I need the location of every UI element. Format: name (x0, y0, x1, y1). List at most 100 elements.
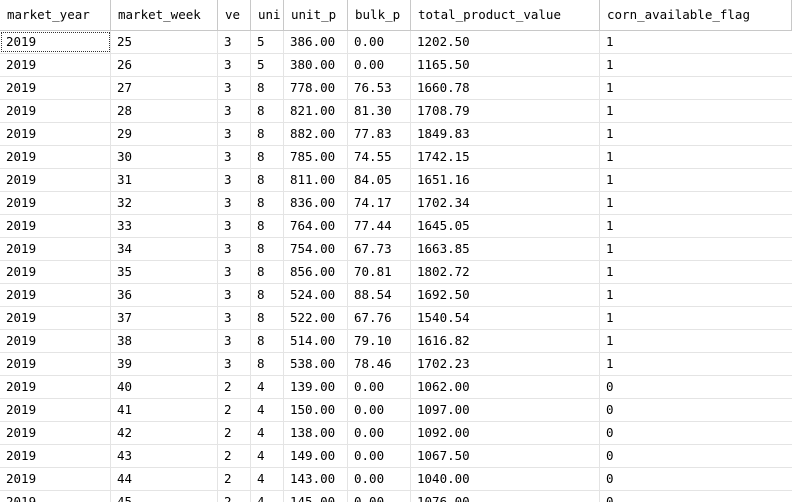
table-row[interactable]: 2019 44 2 4 143.00 0.00 1040.00 0 (0, 468, 792, 491)
cell-total-product-value[interactable]: 1663.85 (411, 238, 600, 260)
cell-total-product-value[interactable]: 1040.00 (411, 468, 600, 490)
cell-total-product-value[interactable]: 1645.05 (411, 215, 600, 237)
cell-bulk-weight[interactable]: 70.81 (348, 261, 411, 283)
cell-corn-available-flag[interactable]: 0 (606, 448, 614, 463)
cell-unit-count[interactable]: 8 (251, 238, 284, 260)
cell-market-week[interactable]: 29 (111, 123, 218, 145)
cell-market-week[interactable]: 43 (111, 445, 218, 467)
cell-unit-count[interactable]: 8 (251, 215, 284, 237)
table-row[interactable]: 2019 37 3 8 522.00 67.76 1540.54 1 (0, 307, 792, 330)
cell-unit-price[interactable]: 882.00 (284, 123, 348, 145)
cell-corn-available-flag[interactable]: 1 (606, 310, 614, 325)
cell-bulk-weight[interactable]: 79.10 (348, 330, 411, 352)
cell-unit-count[interactable]: 5 (251, 54, 284, 76)
cell-market-year[interactable]: 2019 (0, 238, 111, 260)
cell-unit-price[interactable]: 386.00 (284, 31, 348, 53)
cell-unit-price[interactable]: 149.00 (284, 445, 348, 467)
cell-bulk-weight[interactable]: 74.55 (348, 146, 411, 168)
cell-unit-count[interactable]: 8 (251, 353, 284, 375)
cell-bulk-weight[interactable]: 81.30 (348, 100, 411, 122)
column-header-corn-available-flag[interactable]: corn_available_flag (600, 0, 792, 30)
cell-total-product-value[interactable]: 1802.72 (411, 261, 600, 283)
cell-total-product-value[interactable]: 1742.15 (411, 146, 600, 168)
cell-market-year[interactable]: 2019 (0, 422, 111, 444)
cell-market-week[interactable]: 41 (111, 399, 218, 421)
cell-total-product-value[interactable]: 1651.16 (411, 169, 600, 191)
cell-corn-available-flag[interactable]: 1 (606, 218, 614, 233)
cell-market-week[interactable]: 34 (111, 238, 218, 260)
cell-unit-count[interactable]: 8 (251, 77, 284, 99)
table-row[interactable]: 2019 45 2 4 145.00 0.00 1076.00 0 (0, 491, 792, 502)
cell-total-product-value[interactable]: 1660.78 (411, 77, 600, 99)
table-row[interactable]: 2019 29 3 8 882.00 77.83 1849.83 1 (0, 123, 792, 146)
cell-market-year[interactable]: 2019 (0, 169, 111, 191)
cell-corn-available-flag[interactable]: 0 (606, 471, 614, 486)
cell-market-year[interactable]: 2019 (0, 77, 111, 99)
cell-market-year[interactable]: 2019 (0, 54, 111, 76)
cell-unit-count[interactable]: 8 (251, 123, 284, 145)
cell-market-week[interactable]: 38 (111, 330, 218, 352)
cell-vendor-id[interactable]: 3 (218, 353, 251, 375)
cell-market-year[interactable]: 2019 (0, 100, 111, 122)
cell-vendor-id[interactable]: 3 (218, 307, 251, 329)
cell-unit-count[interactable]: 8 (251, 169, 284, 191)
cell-bulk-weight[interactable]: 0.00 (348, 422, 411, 444)
cell-market-week[interactable]: 39 (111, 353, 218, 375)
cell-unit-price[interactable]: 764.00 (284, 215, 348, 237)
cell-corn-available-flag[interactable]: 0 (606, 379, 614, 394)
cell-unit-count[interactable]: 5 (251, 31, 284, 53)
cell-unit-price[interactable]: 139.00 (284, 376, 348, 398)
table-row[interactable]: 2019 41 2 4 150.00 0.00 1097.00 0 (0, 399, 792, 422)
cell-vendor-id[interactable]: 2 (218, 422, 251, 444)
cell-market-year[interactable]: 2019 (0, 123, 111, 145)
cell-unit-price[interactable]: 524.00 (284, 284, 348, 306)
table-row[interactable]: 2019 25 3 5 386.00 0.00 1202.50 1 (0, 31, 792, 54)
cell-bulk-weight[interactable]: 76.53 (348, 77, 411, 99)
cell-bulk-weight[interactable]: 0.00 (348, 54, 411, 76)
cell-total-product-value[interactable]: 1202.50 (411, 31, 600, 53)
cell-unit-count[interactable]: 4 (251, 399, 284, 421)
cell-corn-available-flag[interactable]: 0 (606, 425, 614, 440)
cell-market-year[interactable]: 2019 (0, 146, 111, 168)
cell-total-product-value[interactable]: 1849.83 (411, 123, 600, 145)
cell-total-product-value[interactable]: 1540.54 (411, 307, 600, 329)
cell-total-product-value[interactable]: 1616.82 (411, 330, 600, 352)
cell-bulk-weight[interactable]: 0.00 (348, 376, 411, 398)
cell-market-year[interactable]: 2019 (0, 307, 111, 329)
column-header-market-year[interactable]: market_year (0, 0, 111, 30)
table-row[interactable]: 2019 27 3 8 778.00 76.53 1660.78 1 (0, 77, 792, 100)
cell-vendor-id[interactable]: 3 (218, 31, 251, 53)
cell-total-product-value[interactable]: 1702.23 (411, 353, 600, 375)
cell-market-week[interactable]: 36 (111, 284, 218, 306)
cell-corn-available-flag[interactable]: 0 (606, 402, 614, 417)
cell-vendor-id[interactable]: 3 (218, 330, 251, 352)
cell-corn-available-flag[interactable]: 1 (606, 241, 614, 256)
cell-vendor-id[interactable]: 3 (218, 77, 251, 99)
cell-unit-price[interactable]: 522.00 (284, 307, 348, 329)
column-header-market-week[interactable]: market_week (111, 0, 218, 30)
cell-bulk-weight[interactable]: 0.00 (348, 31, 411, 53)
table-row[interactable]: 2019 33 3 8 764.00 77.44 1645.05 1 (0, 215, 792, 238)
table-row[interactable]: 2019 32 3 8 836.00 74.17 1702.34 1 (0, 192, 792, 215)
cell-unit-price[interactable]: 143.00 (284, 468, 348, 490)
cell-market-week[interactable]: 28 (111, 100, 218, 122)
cell-corn-available-flag[interactable]: 1 (606, 103, 614, 118)
cell-bulk-weight[interactable]: 74.17 (348, 192, 411, 214)
cell-total-product-value[interactable]: 1692.50 (411, 284, 600, 306)
cell-corn-available-flag[interactable]: 1 (606, 264, 614, 279)
cell-market-week[interactable]: 44 (111, 468, 218, 490)
cell-bulk-weight[interactable]: 67.76 (348, 307, 411, 329)
column-header-unit-count[interactable]: uni (251, 0, 284, 30)
cell-corn-available-flag[interactable]: 1 (606, 34, 614, 49)
cell-market-year[interactable]: 2019 (0, 215, 111, 237)
cell-total-product-value[interactable]: 1092.00 (411, 422, 600, 444)
cell-unit-count[interactable]: 8 (251, 146, 284, 168)
cell-unit-price[interactable]: 811.00 (284, 169, 348, 191)
cell-market-year[interactable]: 2019 (0, 330, 111, 352)
cell-unit-price[interactable]: 138.00 (284, 422, 348, 444)
cell-vendor-id[interactable]: 2 (218, 491, 251, 502)
cell-market-year[interactable]: 2019 (0, 376, 111, 398)
cell-unit-price[interactable]: 856.00 (284, 261, 348, 283)
table-row[interactable]: 2019 30 3 8 785.00 74.55 1742.15 1 (0, 146, 792, 169)
cell-vendor-id[interactable]: 2 (218, 376, 251, 398)
